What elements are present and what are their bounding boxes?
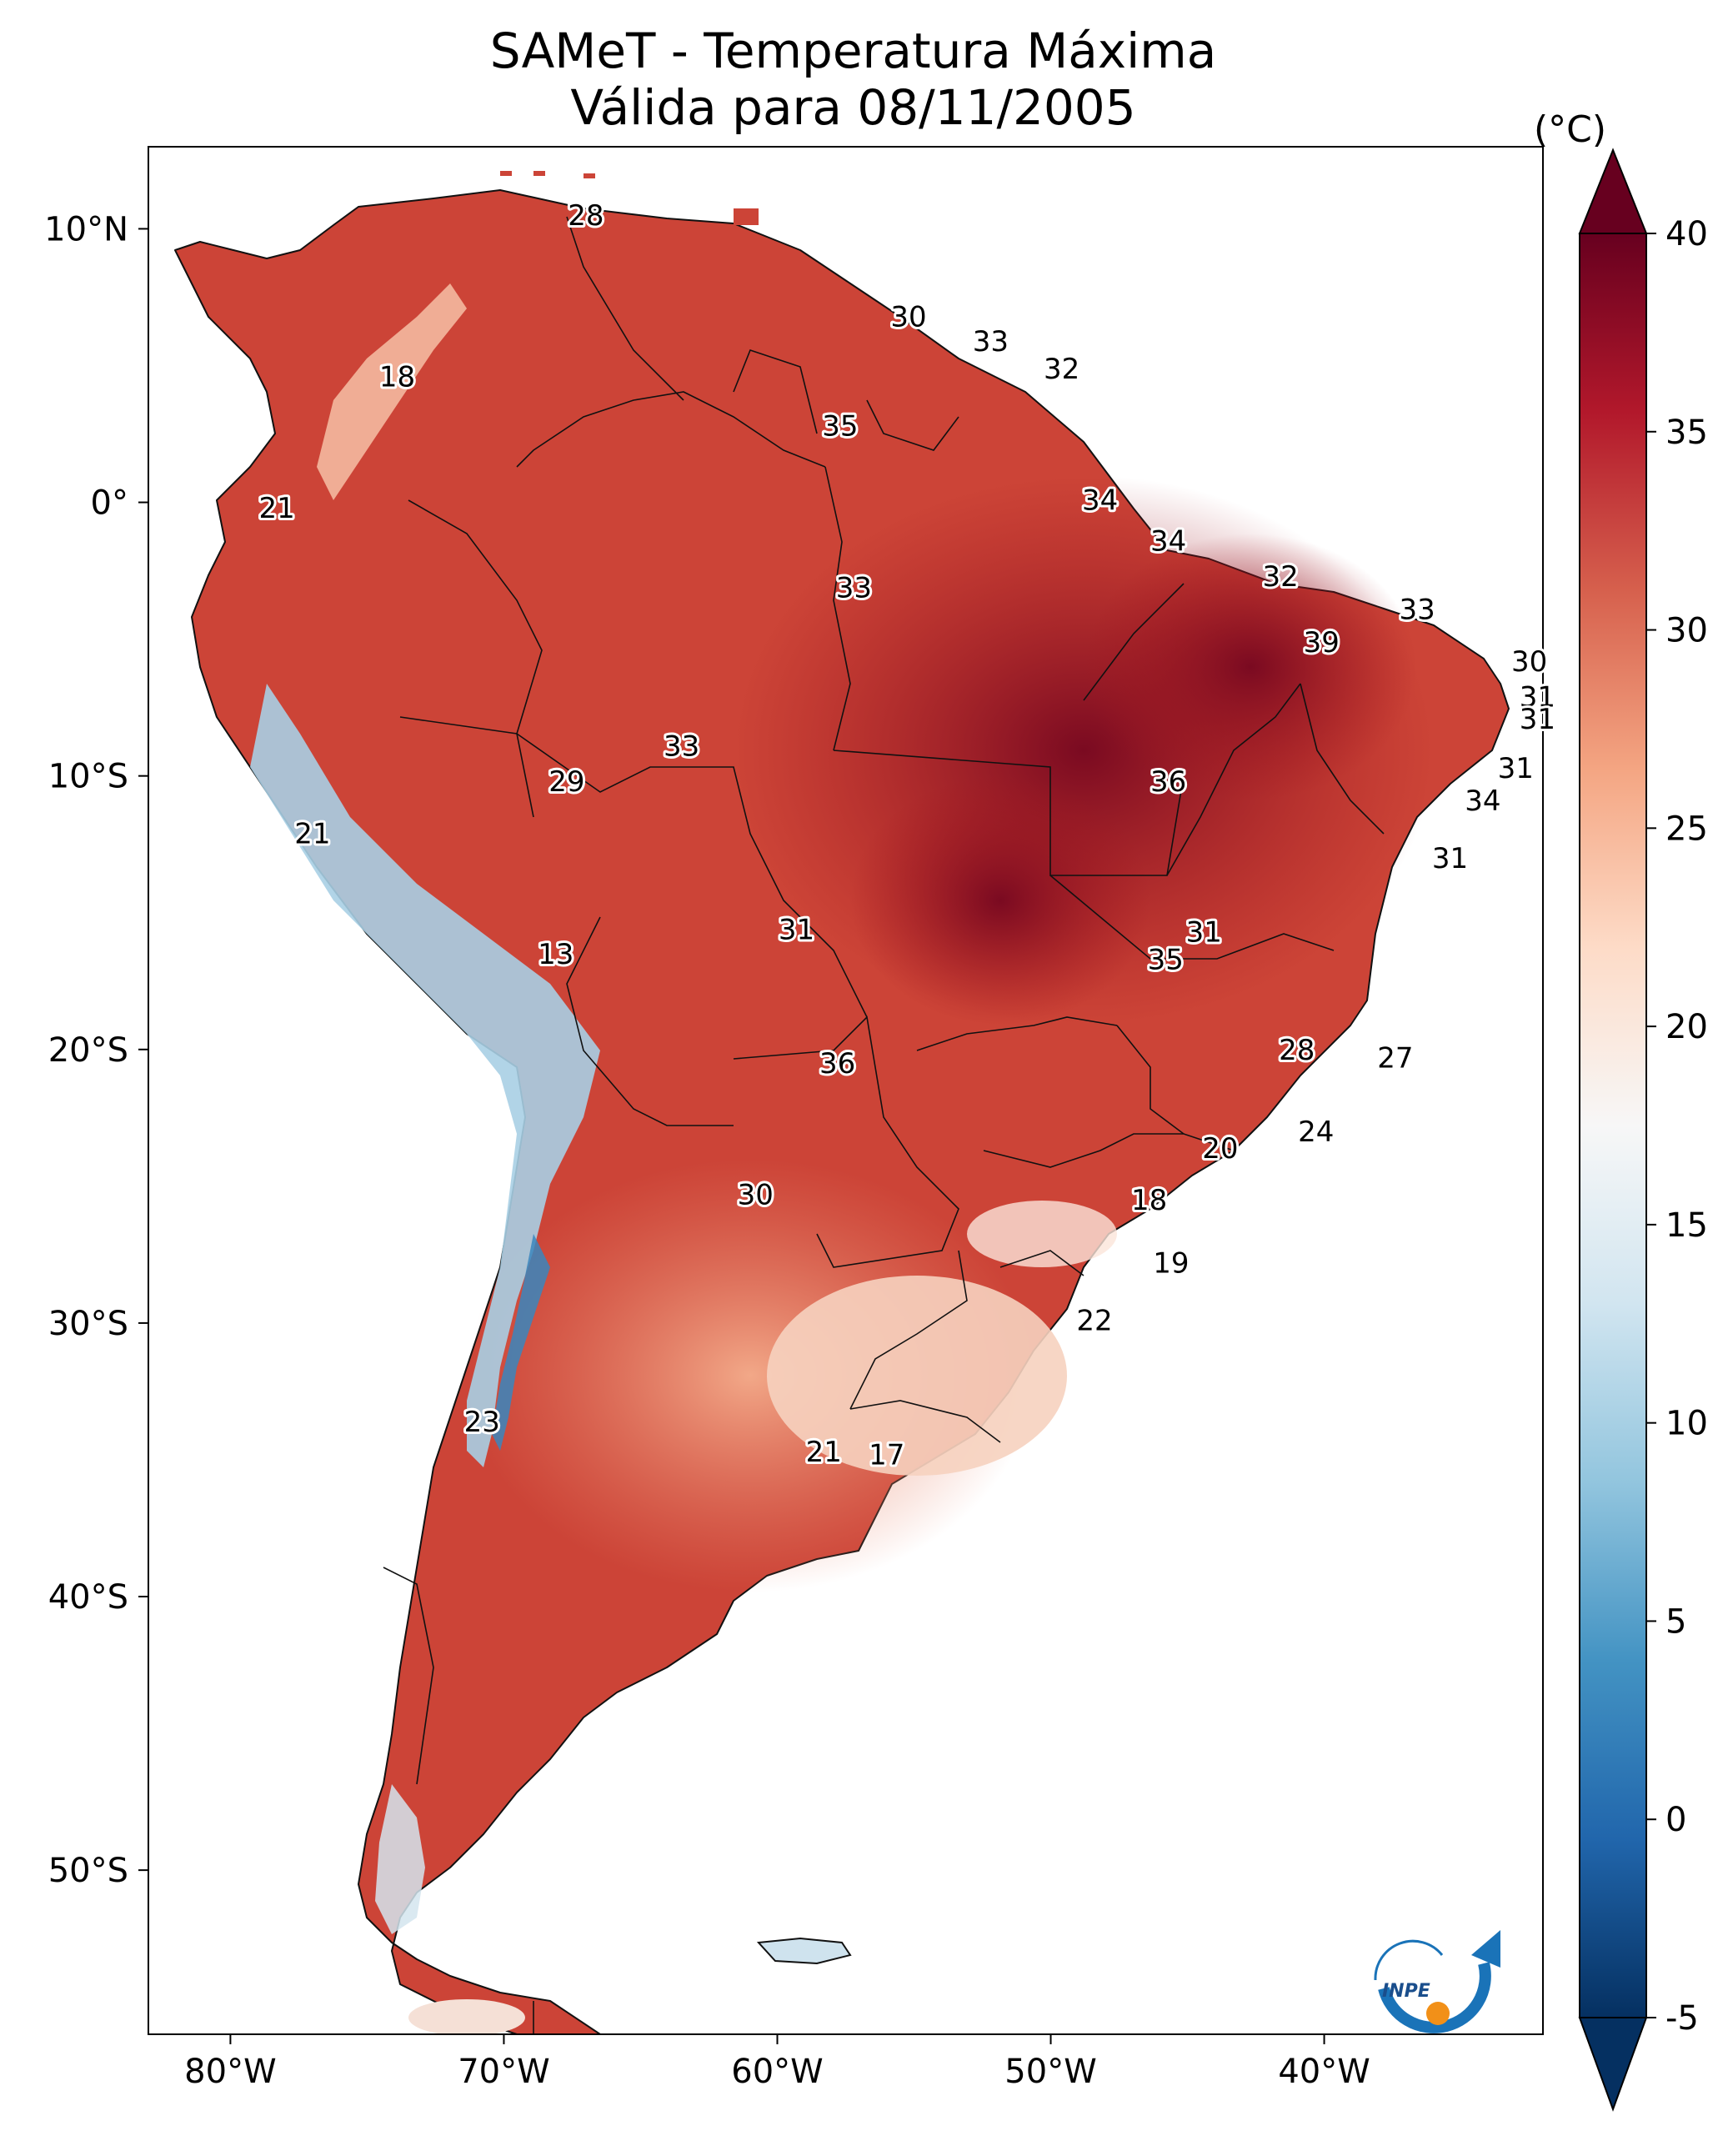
station-temperature-label: 33 — [1399, 594, 1435, 627]
inpe-logo-arrow — [1471, 1930, 1500, 1968]
station-temperature-label: 18 — [379, 361, 415, 394]
continent-south-america — [174, 189, 1510, 2034]
station-temperature-label: 35 — [1148, 944, 1184, 977]
colorbar-max-extend — [1578, 148, 1648, 234]
colorbar-tick-label: 30 — [1665, 612, 1708, 650]
heat-core-northeast — [1084, 534, 1417, 800]
station-temperature-label: 18 — [1131, 1184, 1167, 1217]
inpe-logo-text: INPE — [1382, 1981, 1430, 2002]
station-temperature-label: 29 — [548, 765, 584, 799]
colorbar-min-extend — [1578, 2017, 1648, 2112]
station-temperature-label: 27 — [1377, 1042, 1413, 1075]
andes-cold-band — [250, 684, 600, 1467]
trinidad-island — [734, 208, 759, 225]
station-temperature-label: 33 — [664, 730, 699, 764]
colorbar-tick-label: 20 — [1665, 1008, 1708, 1046]
lat-tick-label: 40°S — [48, 1578, 128, 1617]
station-temperature-label: 33 — [836, 571, 872, 604]
lon-tick-label: 50°W — [1004, 2053, 1096, 2091]
station-temperature-label: 32 — [1044, 353, 1079, 386]
colorbar-unit: (°C) — [1534, 108, 1607, 151]
station-temperature-label: 17 — [869, 1438, 904, 1472]
station-temperature-label: 36 — [819, 1047, 855, 1081]
station-temperature-label: 21 — [259, 492, 295, 525]
station-temperature-label: 35 — [822, 410, 858, 444]
colorbar-tick-label: 40 — [1665, 215, 1708, 253]
map-title: SAMeT - Temperatura Máxima — [489, 23, 1217, 79]
colorbar-tick-label: 25 — [1665, 810, 1708, 848]
station-temperature-label: 30 — [890, 300, 926, 333]
inpe-logo-sun — [1426, 2002, 1450, 2025]
colorbar-tick-label: 10 — [1665, 1405, 1708, 1443]
station-temperature-label: 21 — [294, 818, 330, 851]
map-area — [174, 171, 1510, 2034]
map-frame — [148, 146, 1544, 2035]
station-temperature-label: 24 — [1298, 1116, 1334, 1149]
lat-tick-label: 50°S — [48, 1852, 128, 1890]
falkland-islands — [756, 1937, 852, 1965]
colorbar: 40 35 30 25 20 15 10 5 0 -5 — [1578, 148, 1708, 2112]
lat-tick-label: 30°S — [48, 1305, 128, 1343]
lon-tick-label: 80°W — [184, 2053, 276, 2091]
colorbar-tick-label: 15 — [1665, 1206, 1708, 1245]
station-temperature-label: 34 — [1150, 524, 1186, 558]
country-borders — [383, 216, 1385, 2034]
station-temperature-label: 31 — [779, 913, 814, 946]
station-temperature-label: 34 — [1465, 785, 1500, 818]
station-temperature-label: 22 — [1076, 1305, 1112, 1338]
mild-zone-uruguay — [767, 1276, 1067, 1476]
latitude-axis: 10°N 0° 10°S 20°S 30°S 40°S 50°S — [44, 210, 148, 1890]
colorbar-tick-label: -5 — [1665, 1999, 1699, 2038]
station-temperature-label: 31 — [1186, 916, 1222, 950]
colombia-andes-cold — [317, 283, 467, 500]
colorbar-bar — [1579, 233, 1647, 2018]
station-temperature-label: 28 — [1279, 1034, 1315, 1067]
map-subtitle: Válida para 08/11/2005 — [570, 79, 1136, 136]
warm-zone-argentina — [467, 1159, 1034, 1592]
station-temperature-label: 13 — [538, 938, 573, 971]
colorbar-tick-label: 0 — [1665, 1801, 1686, 1839]
andes-deep-cold — [492, 1234, 550, 1451]
station-temperature-label: 34 — [1082, 484, 1118, 517]
station-temperature-label: 23 — [464, 1406, 500, 1439]
station-temperature-label: 31 — [1498, 752, 1534, 785]
aruba-island — [500, 171, 512, 176]
station-temperature-label: 31 — [1520, 681, 1555, 714]
curacao-island — [533, 171, 545, 176]
station-temperature-label: 39 — [1304, 626, 1340, 659]
station-temperature-label: 36 — [1150, 765, 1186, 799]
mild-zone-south-brazil — [967, 1201, 1117, 1267]
station-temperature-label: 28 — [568, 199, 604, 233]
longitude-axis: 80°W 70°W 60°W 50°W 40°W — [184, 2034, 1370, 2091]
station-temperature-label: 19 — [1153, 1247, 1189, 1281]
inpe-logo-swoosh — [1378, 1962, 1491, 2033]
lon-tick-label: 60°W — [731, 2053, 823, 2091]
heat-core-central — [850, 775, 1150, 1025]
lat-tick-label: 0° — [91, 484, 128, 523]
inpe-logo: INPE — [1374, 1930, 1500, 2033]
bonaire-island — [584, 173, 595, 178]
station-temperature-label: 33 — [973, 325, 1009, 358]
colorbar-tick-label: 35 — [1665, 414, 1708, 452]
station-temperature-label: 21 — [806, 1436, 842, 1469]
station-temperature-label: 31 — [1432, 842, 1468, 875]
station-temperature-label: 30 — [738, 1179, 774, 1212]
lat-tick-label: 20°S — [48, 1031, 128, 1070]
patagonia-cold — [375, 1784, 425, 1934]
lat-tick-label: 10°S — [48, 758, 128, 796]
lat-tick-label: 10°N — [44, 210, 128, 248]
station-temperature-label: 32 — [1262, 560, 1298, 594]
tierra-del-fuego — [408, 1999, 525, 2034]
station-temperature-label: 20 — [1202, 1132, 1238, 1166]
station-temperature-label: 30 — [1511, 645, 1547, 679]
inpe-logo-orbit — [1374, 1939, 1444, 1981]
colorbar-ticks: 40 35 30 25 20 15 10 5 0 -5 — [1646, 215, 1708, 2038]
lon-tick-label: 40°W — [1278, 2053, 1370, 2091]
station-temperature-label: 31 — [1520, 703, 1555, 736]
colorbar-tick-label: 5 — [1665, 1602, 1686, 1641]
lon-tick-label: 70°W — [458, 2053, 549, 2091]
